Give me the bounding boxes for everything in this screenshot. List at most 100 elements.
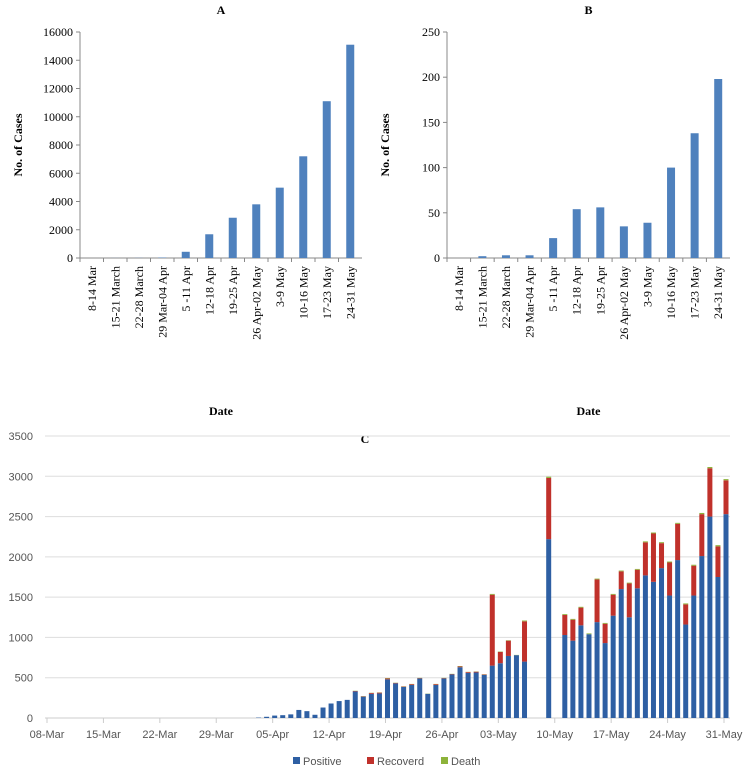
bar-positive <box>376 693 382 718</box>
chart-a: A 0 2000 4000 6000 8000 10000 12000 14000 16000 8-… <box>11 3 362 418</box>
bar <box>549 238 558 258</box>
x-tick-label: 15-21 March <box>475 266 489 328</box>
bar <box>205 234 214 258</box>
bar-positive <box>586 634 592 718</box>
bar-positive <box>320 707 326 718</box>
x-tick-label: 5 -11 Apr <box>179 266 193 312</box>
bar-recoverd <box>723 480 729 515</box>
legend-swatch <box>293 757 300 764</box>
bar-positive <box>352 691 358 718</box>
bar-death <box>707 467 713 469</box>
x-tick-label: 19-25 Apr <box>593 266 607 315</box>
bar-positive <box>497 663 503 718</box>
x-tick-label: 29-Mar <box>199 729 234 741</box>
bar-death <box>489 593 495 595</box>
bar-death <box>667 561 673 563</box>
y-axis-label: No. of Cases <box>378 113 392 176</box>
x-tick-label: 12-Apr <box>313 729 346 741</box>
bar-recoverd <box>578 607 584 626</box>
bar-recoverd <box>497 651 503 664</box>
bar-positive <box>344 699 350 718</box>
y-tick-label: 3500 <box>9 431 33 443</box>
bar <box>667 167 676 258</box>
y-tick-label: 12000 <box>43 82 73 96</box>
y-tick-label: 0 <box>27 713 33 725</box>
x-tick-label: 26-Apr <box>425 729 458 741</box>
x-tick-label: 5 -11 Apr <box>546 266 560 312</box>
bar-death <box>594 578 600 580</box>
y-tick-label: 2500 <box>9 512 33 524</box>
bar-death <box>634 568 640 570</box>
bar-recoverd <box>675 523 681 561</box>
bar-death <box>650 532 656 534</box>
bar-positive <box>650 581 656 718</box>
y-tick-label: 1000 <box>9 632 33 644</box>
y-tick-label: 0 <box>67 251 73 265</box>
chart-c: C 0 500 1000 1500 2000 2500 3000 3500 08-Mar 15-Ma… <box>9 431 743 767</box>
x-tick-label: 24-31 May <box>711 266 725 319</box>
bar-positive <box>683 624 689 718</box>
bar-positive <box>465 672 471 718</box>
bar-death <box>642 541 648 543</box>
bar-positive <box>707 516 713 718</box>
bar-death <box>659 542 665 544</box>
bar-death <box>546 476 552 478</box>
bar-death <box>578 606 584 608</box>
bar-death <box>610 593 616 595</box>
bar <box>596 207 605 258</box>
x-tick-label: 24-May <box>649 729 686 741</box>
bar-recoverd <box>465 672 471 673</box>
legend-label: Recoverd <box>377 756 424 767</box>
y-tick-label: 100 <box>422 161 440 175</box>
bar-death <box>586 633 592 635</box>
bar-positive <box>634 588 640 718</box>
bar-recoverd <box>473 671 479 673</box>
bar-recoverd <box>650 533 656 582</box>
bar-recoverd <box>642 542 648 576</box>
bar-positive <box>578 625 584 718</box>
bar-positive <box>264 716 270 718</box>
bar-positive <box>522 661 528 718</box>
bar <box>572 209 581 258</box>
bar-positive <box>723 514 729 718</box>
bar-recoverd <box>433 684 439 685</box>
bar-positive <box>667 595 673 718</box>
y-axis-label: No. of Cases <box>11 113 25 176</box>
x-tick-label: 26 Apr-02 May <box>249 266 263 340</box>
bar-positive <box>280 715 286 718</box>
chart-title: A <box>217 3 226 17</box>
bar-positive <box>417 678 423 718</box>
bar-death <box>675 522 681 524</box>
legend-swatch <box>441 757 448 764</box>
bar-recoverd <box>707 468 713 517</box>
y-tick-label: 0 <box>434 251 440 265</box>
bar <box>619 226 628 258</box>
x-tick-label: 10-16 May <box>664 266 678 319</box>
x-tick-label: 3-9 May <box>273 266 287 307</box>
bar-positive <box>562 635 568 718</box>
bar-death <box>699 512 705 515</box>
x-tick-label: 31-May <box>706 729 743 741</box>
x-tick-label: 15-21 March <box>108 266 122 328</box>
bar-death <box>683 603 689 605</box>
bar-recoverd <box>618 571 624 590</box>
y-tick-label: 16000 <box>43 25 73 39</box>
chart-b: B 0 50 100 150 200 250 8-14 Mar 15-21 March 22-28… <box>378 3 730 418</box>
bar-positive <box>441 678 447 718</box>
x-tick-label: 05-Apr <box>256 729 289 741</box>
bar-recoverd <box>505 640 511 656</box>
bar-recoverd <box>610 594 616 616</box>
bar-death <box>562 614 568 615</box>
y-tick-label: 200 <box>422 70 440 84</box>
bar-recoverd <box>683 604 689 625</box>
bar <box>346 44 355 259</box>
bar-positive <box>296 709 302 718</box>
bar-recoverd <box>602 623 608 644</box>
bar-recoverd <box>691 565 697 596</box>
bar <box>501 255 510 258</box>
bar-recoverd <box>385 678 390 680</box>
x-tick-label: 03-May <box>480 729 517 741</box>
x-tick-label: 10-May <box>536 729 573 741</box>
x-tick-label: 17-May <box>593 729 630 741</box>
x-tick-label: 3-9 May <box>640 266 654 307</box>
